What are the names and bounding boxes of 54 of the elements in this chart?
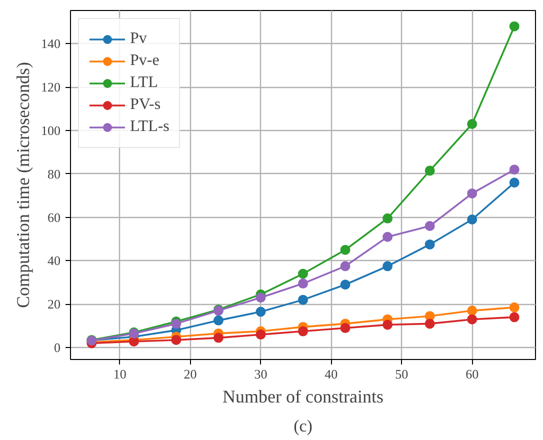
point <box>340 244 350 255</box>
point <box>424 166 435 176</box>
y-tick-label: 100 <box>41 123 60 138</box>
text: (c) <box>294 416 312 436</box>
point <box>509 21 520 32</box>
y-tick-label: 80 <box>48 166 60 182</box>
point <box>509 164 520 175</box>
point <box>467 314 478 324</box>
y-tick-label: 140 <box>41 36 60 52</box>
point <box>509 302 520 312</box>
point <box>298 278 308 289</box>
legend-label: LTL-s <box>130 118 170 136</box>
point <box>382 261 393 272</box>
point <box>171 334 182 345</box>
legend-label: Pv-e <box>130 52 160 70</box>
point <box>298 294 308 305</box>
point <box>298 326 308 336</box>
point <box>467 306 478 316</box>
y-tick-label: 120 <box>41 80 60 95</box>
y-tick-label: 40 <box>48 253 60 268</box>
point <box>424 221 435 232</box>
point <box>256 306 266 317</box>
point <box>509 178 520 188</box>
point <box>256 330 266 340</box>
point <box>424 239 435 250</box>
x-tick-label: 10 <box>113 366 126 382</box>
point <box>213 332 224 343</box>
legend-label: PV-s <box>130 96 161 114</box>
point <box>340 261 350 272</box>
point <box>213 315 224 326</box>
y-tick-label: 20 <box>48 296 60 312</box>
point <box>467 119 478 130</box>
point <box>467 188 478 198</box>
x-tick-label: 50 <box>395 366 408 382</box>
y-axis-title: Computation time (microseconds) <box>13 62 33 308</box>
point <box>382 213 393 224</box>
point <box>382 232 393 242</box>
legend-label: LTL <box>130 74 158 92</box>
point <box>256 292 266 303</box>
x-tick-label: 40 <box>324 366 338 382</box>
point <box>382 320 393 330</box>
point <box>298 268 308 279</box>
y-tick-label: 0 <box>54 340 60 356</box>
x-axis-title: Number of constraints <box>222 386 384 406</box>
x-tick-label: 30 <box>254 366 268 382</box>
point <box>467 214 478 224</box>
point <box>424 318 435 329</box>
point <box>340 323 350 334</box>
x-tick-label: 60 <box>466 366 479 382</box>
point <box>340 280 350 290</box>
x-tick-label: 20 <box>184 366 197 382</box>
point <box>509 312 520 322</box>
legend-label: Pv <box>130 30 148 48</box>
y-tick-label: 60 <box>48 210 60 225</box>
